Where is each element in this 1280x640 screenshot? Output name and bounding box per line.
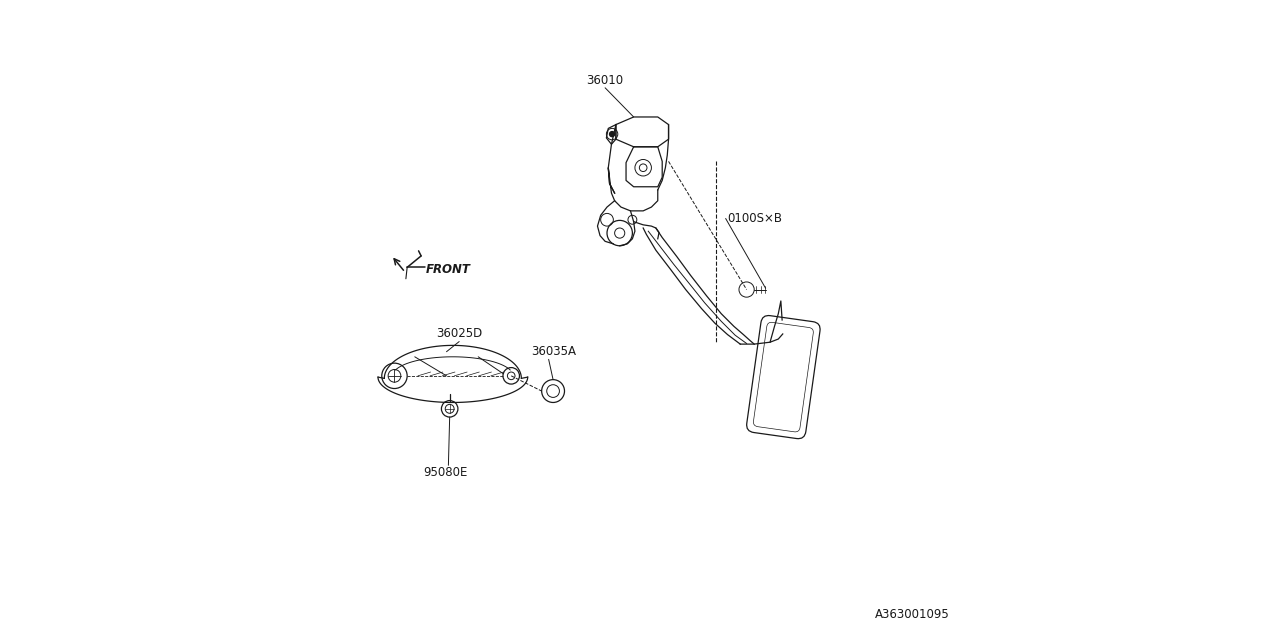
Text: 36025D: 36025D bbox=[436, 327, 483, 340]
Text: A363001095: A363001095 bbox=[874, 609, 950, 621]
Text: 36035A: 36035A bbox=[531, 345, 576, 358]
Text: 36010: 36010 bbox=[586, 74, 623, 86]
Text: 0100S×B: 0100S×B bbox=[727, 212, 782, 225]
FancyBboxPatch shape bbox=[746, 316, 820, 438]
Circle shape bbox=[609, 132, 614, 137]
Text: 95080E: 95080E bbox=[422, 466, 467, 479]
FancyBboxPatch shape bbox=[754, 323, 813, 432]
Text: FRONT: FRONT bbox=[426, 264, 471, 276]
